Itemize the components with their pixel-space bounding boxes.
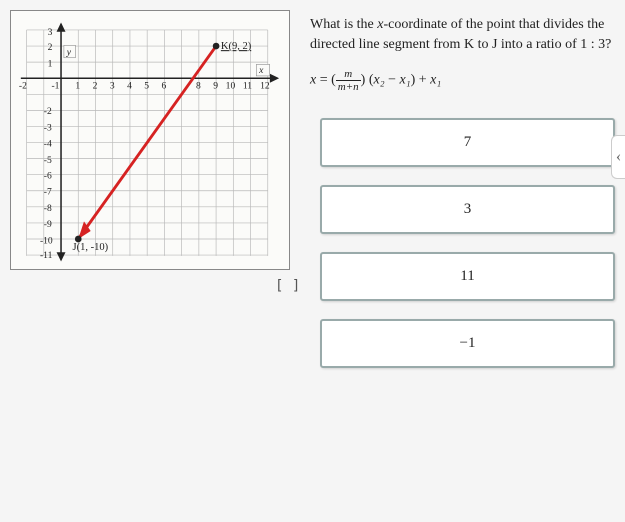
svg-text:-1: -1: [51, 80, 59, 91]
coordinate-graph: y x -2 -1 123 456 89 101112 123 -2-3-4 -…: [17, 17, 285, 265]
point-k-label: K(9, 2): [221, 41, 252, 52]
formula: x = (mm+n) (x₂ − x₁) + x₁: [310, 68, 615, 93]
graph-panel: y x -2 -1 123 456 89 101112 123 -2-3-4 -…: [10, 10, 290, 270]
answer-options: 7 3 11 −1: [310, 118, 615, 368]
svg-text:5: 5: [144, 80, 149, 91]
left-column: y x -2 -1 123 456 89 101112 123 -2-3-4 -…: [10, 10, 290, 368]
main-container: y x -2 -1 123 456 89 101112 123 -2-3-4 -…: [0, 0, 625, 378]
svg-text:3: 3: [110, 80, 115, 91]
svg-text:-10: -10: [40, 235, 53, 246]
svg-text:1: 1: [75, 80, 80, 91]
svg-text:-7: -7: [44, 187, 52, 198]
svg-text:9: 9: [213, 80, 218, 91]
x-axis-label: x: [258, 65, 264, 76]
svg-text:2: 2: [93, 80, 98, 91]
svg-text:4: 4: [127, 80, 132, 91]
svg-text:10: 10: [226, 80, 236, 91]
svg-text:8: 8: [196, 80, 201, 91]
svg-text:6: 6: [162, 80, 167, 91]
svg-text:11: 11: [243, 80, 252, 91]
svg-text:-9: -9: [44, 219, 52, 230]
svg-text:-11: -11: [40, 250, 53, 261]
chevron-left-icon[interactable]: ‹: [611, 135, 625, 179]
y-axis-label: y: [66, 47, 72, 58]
svg-text:-6: -6: [44, 170, 52, 181]
svg-text:-2: -2: [19, 80, 27, 91]
svg-text:-5: -5: [44, 155, 52, 166]
option-c[interactable]: 11: [320, 252, 615, 301]
svg-text:12: 12: [260, 80, 270, 91]
svg-text:1: 1: [48, 58, 53, 69]
point-j-label: J(1, -10): [73, 242, 109, 253]
svg-text:-4: -4: [44, 139, 52, 150]
option-d[interactable]: −1: [320, 319, 615, 368]
option-b[interactable]: 3: [320, 185, 615, 234]
question-text: What is the x-coordinate of the point th…: [310, 15, 615, 54]
option-a[interactable]: 7: [320, 118, 615, 167]
right-column: What is the x-coordinate of the point th…: [310, 10, 615, 368]
svg-text:-8: -8: [44, 203, 52, 214]
svg-text:-2: -2: [44, 106, 52, 117]
expand-icon[interactable]: [ ]: [275, 278, 300, 294]
svg-text:2: 2: [48, 42, 53, 53]
svg-text:-3: -3: [44, 122, 52, 133]
svg-text:3: 3: [48, 27, 53, 38]
